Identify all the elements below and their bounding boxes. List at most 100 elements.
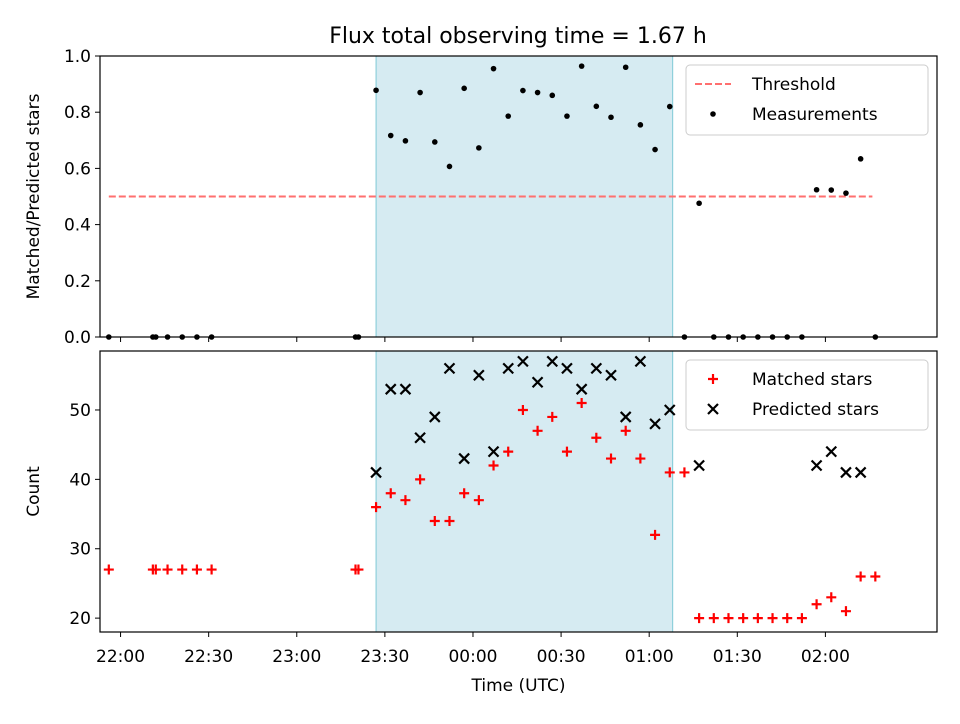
matched-stars-point <box>371 502 382 513</box>
matched-stars-point <box>855 571 866 582</box>
predicted-stars-point <box>854 466 867 479</box>
measurement-point <box>476 145 482 151</box>
predicted-stars-point <box>590 362 603 375</box>
matched-stars-point <box>620 425 631 436</box>
x-tick-label: 02:00 <box>801 647 850 667</box>
axes-2: 20 30 40 50 22:00 22:30 23:00 23:30 00:00 00:30 01… <box>24 350 938 696</box>
predicted-stars-point <box>370 466 382 479</box>
y-tick-label: 0.6 <box>64 159 91 179</box>
axes-frame <box>99 55 938 338</box>
measurement-point <box>843 190 849 196</box>
matched-stars-point <box>561 446 572 457</box>
predicted-stars-point <box>693 459 705 472</box>
y-tick-label: 0.8 <box>64 103 91 123</box>
measurement-point <box>813 186 820 193</box>
legend-label: Predicted stars <box>752 400 879 420</box>
matched-stars-point <box>650 529 661 540</box>
measurement-point <box>461 85 467 92</box>
legend-measurements-swatch <box>710 111 716 117</box>
legend-label: Matched stars <box>752 370 872 390</box>
matched-stars-point <box>400 495 411 506</box>
y-tick-label: 40 <box>69 470 91 490</box>
measurement-point <box>593 103 600 110</box>
y-tick-label: 0.0 <box>64 328 91 348</box>
x-tick-label: 01:30 <box>713 647 762 667</box>
matched-stars-point <box>664 467 675 478</box>
y-tick-label: 50 <box>69 401 91 421</box>
matched-stars-point <box>576 398 587 409</box>
matched-stars-point <box>385 488 396 499</box>
measurement-point <box>652 146 658 153</box>
measurement-point <box>622 64 629 71</box>
matched-stars-point <box>206 564 217 575</box>
matched-stars-point <box>738 613 749 624</box>
predicted-stars-point <box>575 383 588 395</box>
series-predicted-stars <box>370 355 867 479</box>
matched-stars-point <box>606 453 617 464</box>
x-tick-label: 00:00 <box>448 647 497 667</box>
matched-stars-point <box>547 411 558 422</box>
legend-matched-swatch <box>708 374 718 384</box>
predicted-stars-point <box>605 369 617 382</box>
measurement-point <box>490 65 497 72</box>
matched-stars-point <box>103 564 114 575</box>
y-tick-label: 0.2 <box>64 272 91 292</box>
matched-stars-point <box>708 613 719 624</box>
x-tick-label: 23:00 <box>272 647 321 667</box>
measurement-point <box>432 139 438 145</box>
matched-stars-point <box>870 571 881 582</box>
x-tick-label: 23:30 <box>360 647 409 667</box>
predicted-stars-point <box>517 355 529 368</box>
matched-stars-point <box>177 564 188 575</box>
legend: Matched stars Predicted stars <box>685 359 929 431</box>
matched-stars-point <box>488 460 499 471</box>
measurement-point <box>417 89 423 96</box>
matched-stars-point <box>767 613 778 624</box>
y-tick-label: 30 <box>69 540 91 560</box>
matched-stars-point <box>191 564 202 575</box>
x-axis-label: Time (UTC) <box>471 676 566 696</box>
x-tick-label: 22:00 <box>96 647 145 667</box>
matched-stars-point <box>415 474 426 485</box>
matched-stars-point <box>635 453 646 464</box>
measurement-point <box>549 92 556 99</box>
y-tick-label: 1.0 <box>64 47 91 67</box>
matched-stars-point <box>826 592 837 603</box>
predicted-stars-point <box>399 383 412 395</box>
y-axis-label: Count <box>24 466 44 517</box>
matched-stars-point <box>782 613 793 624</box>
matched-stars-point <box>811 599 822 610</box>
legend-predicted-swatch <box>707 403 719 415</box>
matched-stars-point <box>429 515 440 526</box>
matched-stars-point <box>503 446 514 457</box>
predicted-stars-point <box>810 459 823 472</box>
predicted-stars-point <box>443 362 456 375</box>
matched-stars-point <box>796 613 807 624</box>
x-tick-label: 01:00 <box>625 647 674 667</box>
measurement-point <box>520 87 526 94</box>
measurement-point <box>666 103 673 110</box>
predicted-stars-point <box>840 466 852 479</box>
predicted-stars-point <box>487 445 500 458</box>
measurement-point <box>534 89 541 96</box>
matched-stars-point <box>694 613 705 624</box>
predicted-stars-point <box>414 431 426 444</box>
predicted-stars-point <box>634 355 647 368</box>
predicted-stars-point <box>429 411 441 423</box>
predicted-stars-point <box>546 355 559 368</box>
measurement-point <box>608 114 614 121</box>
measurement-point <box>857 156 864 162</box>
y-axis-label: Matched/Predicted stars <box>24 93 44 299</box>
axes-1: 0.0 0.2 0.4 0.6 0.8 1.0 Matched/Predicted star… <box>24 47 938 348</box>
matched-stars-point <box>444 515 455 526</box>
measurement-point <box>402 138 409 144</box>
measurement-point <box>564 113 570 119</box>
predicted-stars-point <box>531 376 544 388</box>
measurement-point <box>373 87 379 94</box>
measurement-point <box>696 200 702 207</box>
matched-stars-point <box>591 432 602 443</box>
x-tick-label: 00:30 <box>537 647 586 667</box>
measurement-point <box>828 187 835 193</box>
axes-frame <box>99 350 938 633</box>
